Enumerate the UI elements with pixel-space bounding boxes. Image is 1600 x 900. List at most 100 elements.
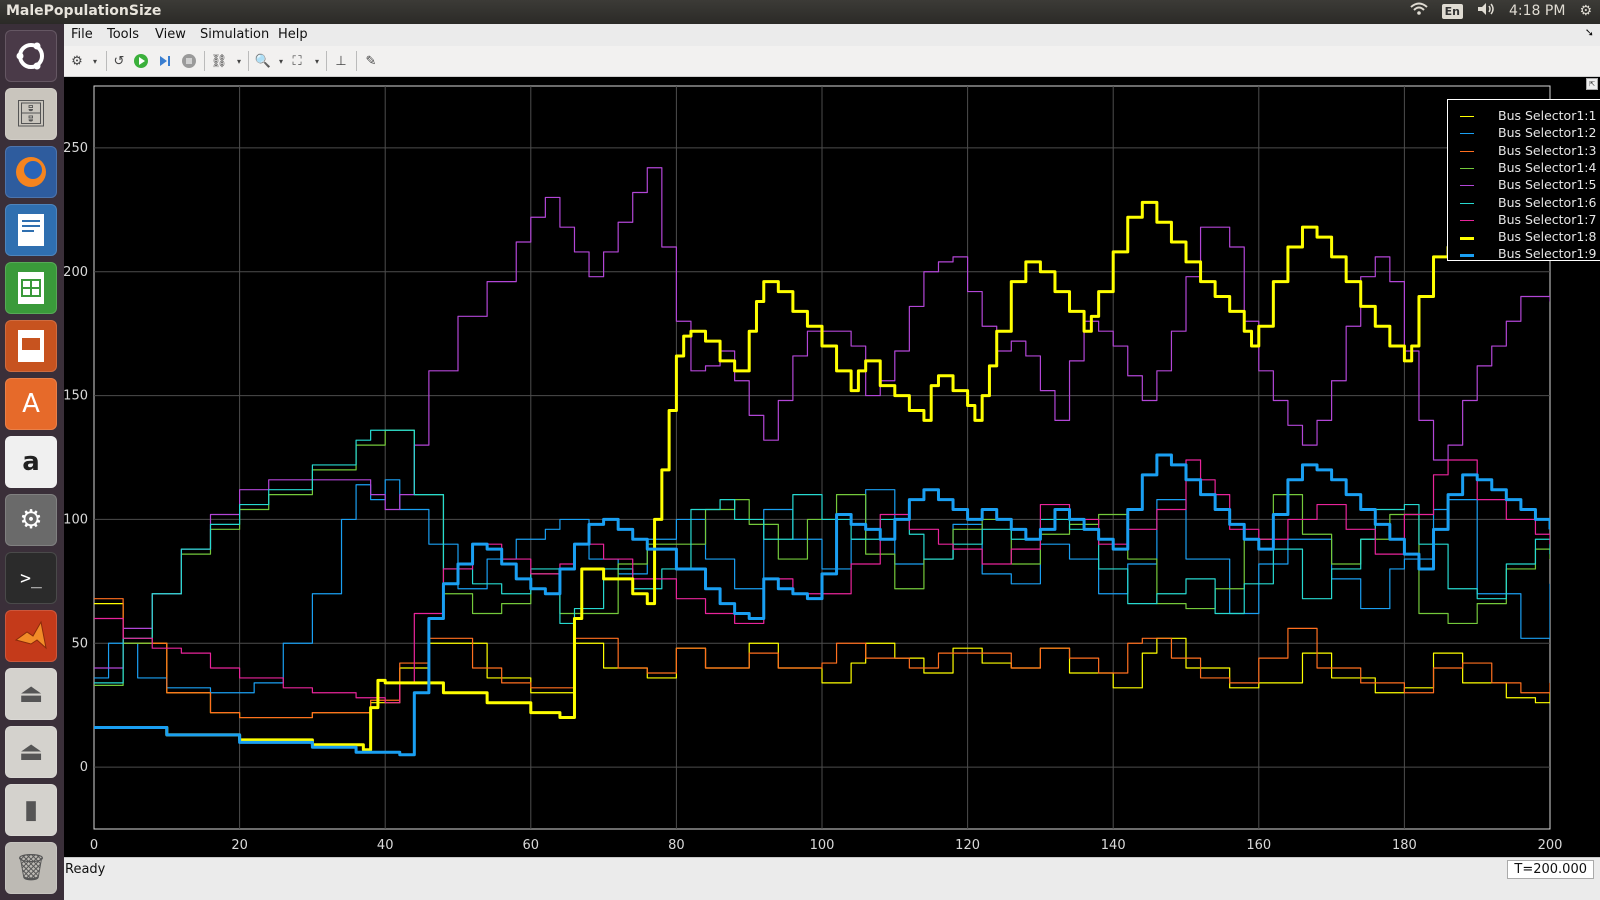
scope-plot-area[interactable]: 0 20 40 60 80 100 120 140 160 180 200 0 50 100 150 200 2… (64, 77, 1600, 857)
terminal-icon[interactable]: >_ (5, 552, 57, 604)
signal-select-icon[interactable]: ⛓ (210, 53, 228, 69)
legend-label: Bus Selector1:3 (1498, 142, 1597, 158)
window-title: MalePopulationSize (6, 3, 162, 19)
legend-swatch (1460, 202, 1474, 204)
scope-plot: 0 20 40 60 80 100 120 140 160 180 200 0 50 100 150 200 2… (64, 85, 1562, 853)
legend-entry[interactable]: Bus Selector1:9 (1456, 246, 1600, 263)
status-text: Ready (65, 862, 106, 877)
files-icon[interactable]: 🗄 (5, 88, 57, 140)
software-center-icon[interactable]: A (5, 378, 57, 430)
legend-swatch (1460, 150, 1474, 152)
launcher: 🗄 A a ⚙ >_ ⏏ ⏏ ▮ 🗑 (0, 24, 64, 900)
legend-label: Bus Selector1:1 (1498, 108, 1597, 123)
legend-swatch (1460, 167, 1474, 169)
y-tick-label: 100 (64, 512, 88, 527)
toolbar-separator (106, 51, 107, 71)
run-icon[interactable] (132, 52, 150, 70)
legend-label: Bus Selector1:9 (1498, 246, 1597, 262)
series-line-6 (94, 429, 1550, 684)
clock[interactable]: 4:18 PM (1509, 3, 1566, 19)
x-tick-label: 180 (1392, 838, 1417, 853)
firefox-icon[interactable] (5, 146, 57, 198)
menu-simulation[interactable]: Simulation (200, 27, 270, 42)
legend-label: Bus Selector1:7 (1498, 211, 1597, 227)
toolbar-separator (204, 51, 205, 71)
x-tick-label: 60 (523, 838, 540, 853)
axes-expand-icon[interactable]: ⇱ (1586, 78, 1598, 90)
status-bar-fill (64, 882, 1600, 900)
x-tick-label: 120 (955, 838, 980, 853)
legend-entry[interactable]: Bus Selector1:6 (1456, 195, 1600, 212)
x-tick-label: 0 (90, 838, 98, 853)
menu-tools[interactable]: Tools (107, 27, 140, 42)
usb-drive-icon-2[interactable]: ⏏ (5, 726, 57, 778)
menu-help[interactable]: Help (278, 27, 308, 42)
legend-swatch (1460, 219, 1474, 221)
legend-swatch (1460, 116, 1474, 117)
wifi-icon[interactable] (1409, 2, 1428, 20)
toolbar-separator (248, 51, 249, 71)
impress-icon[interactable] (5, 320, 57, 372)
gear-icon[interactable]: ⚙ (71, 53, 83, 69)
fit-to-view-icon[interactable]: ⛶ (292, 53, 302, 69)
amazon-icon[interactable]: a (5, 436, 57, 488)
usb-drive-icon[interactable]: ⏏ (5, 668, 57, 720)
legend-label: Bus Selector1:5 (1498, 177, 1597, 193)
x-tick-label: 160 (1246, 838, 1271, 853)
x-tick-label: 140 (1101, 838, 1126, 853)
system-settings-icon[interactable]: ⚙ (5, 494, 57, 546)
legend-entry[interactable]: Bus Selector1:8 (1456, 229, 1600, 246)
toolbar: ⚙ ▾ ↺ ⛓ ▾ 🔍 ▾ ⛶ ▾ ⊥ ✎ (64, 46, 1600, 77)
y-tick-label: 50 (71, 636, 88, 651)
ubuntu-dash-icon[interactable] (5, 30, 57, 82)
x-tick-label: 200 (1538, 838, 1563, 853)
simulation-time: T=200.000 (1507, 860, 1594, 879)
x-tick-label: 40 (377, 838, 394, 853)
x-tick-label: 20 (231, 838, 248, 853)
undock-icon[interactable]: ➘ (1584, 26, 1594, 39)
menu-view[interactable]: View (155, 27, 186, 42)
series-line-4 (94, 429, 1550, 686)
legend-entry[interactable]: Bus Selector1:7 (1456, 212, 1600, 229)
y-tick-label: 150 (64, 389, 88, 404)
y-tick-label: 0 (80, 760, 88, 775)
gear-dropdown-icon[interactable]: ▾ (92, 56, 97, 66)
legend-entry[interactable]: Bus Selector1:5 (1456, 177, 1600, 194)
step-forward-icon[interactable] (156, 52, 174, 70)
legend-label: Bus Selector1:2 (1498, 125, 1597, 141)
x-tick-label: 80 (668, 838, 685, 853)
axes-icon[interactable]: ⊥ (335, 53, 347, 69)
legend-swatch (1460, 133, 1474, 135)
menu-file[interactable]: File (71, 27, 93, 42)
tick-labels: 0 20 40 60 80 100 120 140 160 180 200 0 50 100 150 200 2… (64, 141, 1562, 853)
zoom-dropdown-icon[interactable]: ▾ (278, 56, 283, 66)
grid (94, 86, 1550, 829)
series-line-9 (94, 453, 1550, 757)
legend-swatch (1460, 254, 1474, 258)
keyboard-language-indicator[interactable]: En (1441, 3, 1464, 19)
legend-entry[interactable]: Bus Selector1:2 (1456, 125, 1600, 142)
zoom-icon[interactable]: 🔍 (254, 53, 272, 69)
writer-icon[interactable] (5, 204, 57, 256)
restore-icon[interactable]: ↺ (113, 53, 125, 69)
y-tick-label: 200 (64, 265, 88, 280)
series-line-5 (94, 167, 1550, 669)
calc-icon[interactable] (5, 262, 57, 314)
trash-icon[interactable]: 🗑 (5, 842, 57, 894)
legend-entry[interactable]: Bus Selector1:1 (1456, 108, 1600, 125)
matlab-icon[interactable] (5, 610, 57, 662)
volume-icon[interactable] (1477, 2, 1495, 20)
legend-entry[interactable]: Bus Selector1:4 (1456, 160, 1600, 177)
legend[interactable]: Bus Selector1:1 Bus Selector1:2 Bus Select… (1447, 99, 1600, 261)
top-panel: MalePopulationSize En 4:18 PM ⚙ (0, 0, 1600, 24)
stop-icon[interactable] (180, 52, 198, 70)
usb-stick-icon[interactable]: ▮ (5, 784, 57, 836)
legend-label: Bus Selector1:4 (1498, 159, 1597, 175)
signal-dropdown-icon[interactable]: ▾ (236, 56, 241, 66)
session-gear-icon[interactable]: ⚙ (1579, 3, 1592, 19)
legend-label: Bus Selector1:8 (1498, 229, 1597, 245)
legend-entry[interactable]: Bus Selector1:3 (1456, 143, 1600, 160)
edit-icon[interactable]: ✎ (365, 53, 377, 69)
fit-dropdown-icon[interactable]: ▾ (314, 56, 319, 66)
y-tick-label: 250 (64, 141, 88, 156)
